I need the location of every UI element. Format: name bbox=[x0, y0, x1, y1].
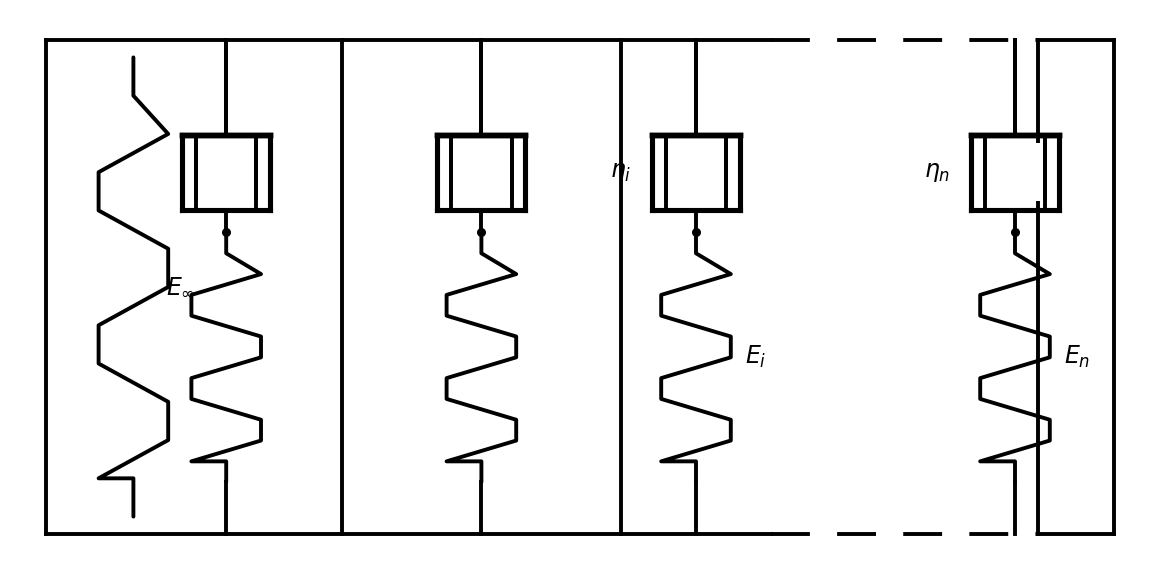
Point bbox=[1006, 228, 1024, 237]
Bar bbox=[198, 143, 254, 201]
Point bbox=[472, 228, 491, 237]
Text: $E_{i}$: $E_{i}$ bbox=[745, 344, 766, 370]
Text: $E_{\infty}$: $E_{\infty}$ bbox=[166, 275, 195, 299]
Text: $\eta_{i}$: $\eta_{i}$ bbox=[609, 160, 631, 184]
Bar bbox=[454, 143, 509, 201]
Text: $\eta_{n}$: $\eta_{n}$ bbox=[923, 160, 950, 184]
Text: $E_{n}$: $E_{n}$ bbox=[1064, 344, 1090, 370]
Point bbox=[687, 228, 705, 237]
Bar bbox=[987, 143, 1043, 201]
Point bbox=[217, 228, 235, 237]
Bar bbox=[668, 143, 724, 201]
